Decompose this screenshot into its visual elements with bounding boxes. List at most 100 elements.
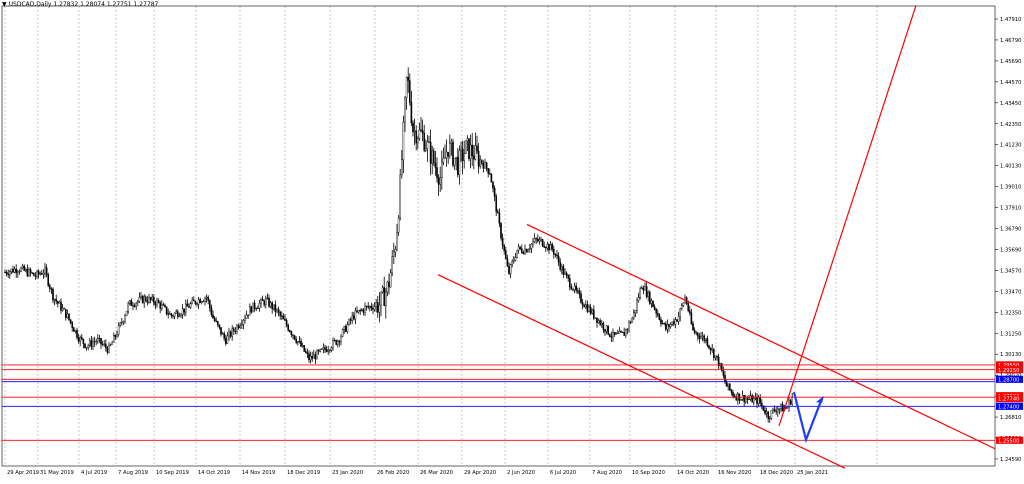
candle-body (511, 261, 514, 265)
candle-body (215, 320, 218, 322)
candle-body (394, 249, 397, 253)
candle-body (216, 321, 219, 325)
candle-body (90, 340, 93, 347)
candle-body (7, 273, 9, 276)
candle-body (650, 300, 653, 304)
candle-body (689, 310, 691, 314)
candle-body (777, 409, 779, 413)
candle-body (168, 313, 171, 315)
candle-body (473, 155, 475, 160)
candle-body (713, 348, 715, 358)
candle-body (180, 314, 182, 317)
candle-body (87, 345, 89, 348)
candle-body (410, 102, 413, 124)
candle-body (29, 269, 32, 273)
candle-body (551, 244, 553, 250)
candle-body (501, 237, 504, 246)
candle-body (572, 288, 574, 291)
price-tag (996, 402, 1023, 410)
candle-body (692, 323, 694, 331)
candle-body (732, 392, 734, 397)
candle-body (673, 321, 675, 325)
candle-body (668, 324, 670, 328)
candle-body (108, 345, 110, 353)
candle-body (170, 313, 173, 316)
candle-body (498, 212, 501, 224)
y-tick-label: 1.30130 (1000, 352, 1021, 358)
candle-body (405, 76, 408, 98)
candle-body (570, 286, 573, 290)
candle-body (527, 249, 529, 253)
candle-body (599, 320, 601, 325)
candle-body (591, 309, 593, 314)
candle-body (340, 336, 342, 343)
x-tick-label: 31 May 2019 (40, 470, 74, 476)
candle-body (428, 141, 430, 143)
candle-body (200, 301, 203, 303)
candle-body (761, 402, 763, 406)
candle-body (298, 340, 301, 342)
candle-body (199, 299, 202, 303)
dropdown-triangle-icon[interactable]: ▼ (2, 1, 7, 8)
candle-body (13, 268, 16, 273)
y-tick-label: 1.43450 (1000, 101, 1021, 107)
candle-body (764, 410, 766, 414)
candle-body (135, 302, 138, 307)
candle-body (269, 302, 272, 307)
candle-body (455, 156, 458, 159)
x-tick-label: 26 Mar 2020 (420, 470, 453, 476)
candle-body (25, 269, 27, 271)
candle-body (33, 272, 35, 276)
candle-body (55, 298, 57, 302)
candle-body (781, 404, 784, 412)
candle-body (266, 297, 269, 299)
candle-body (629, 322, 632, 324)
candle-body (239, 325, 242, 328)
candle-body (578, 291, 581, 294)
candle-body (545, 247, 547, 249)
y-tick-label: 1.46790 (1000, 38, 1021, 44)
candle-body (362, 309, 365, 313)
candle-body (146, 300, 149, 303)
candle-body (530, 243, 533, 249)
candle-body (176, 311, 179, 317)
candle-body (189, 303, 192, 308)
candle-body (588, 306, 590, 312)
candle-body (645, 286, 648, 298)
candle-body (345, 326, 347, 332)
candle-body (133, 305, 136, 307)
candle-body (577, 290, 579, 292)
candle-body (149, 297, 152, 300)
x-tick-label: 23 Jan 2020 (332, 470, 363, 476)
candle-body (655, 309, 657, 314)
candle-body (607, 325, 609, 335)
candle-body (565, 272, 568, 276)
candle-body (76, 330, 78, 338)
candle-body (620, 331, 622, 333)
candle-body (634, 310, 637, 314)
candle-body (143, 296, 146, 304)
candle-body (361, 309, 363, 311)
candle-body (367, 305, 370, 308)
candle-body (743, 395, 745, 403)
candle-body (468, 138, 470, 159)
candle-body (618, 331, 621, 334)
candle-body (724, 375, 726, 383)
candle-body (151, 296, 154, 300)
candle-body (533, 238, 536, 243)
x-tick-label: 14 Oct 2020 (677, 470, 709, 476)
price-tag (996, 366, 1023, 374)
candle-body (500, 223, 502, 239)
candle-body (445, 151, 448, 159)
candle-body (433, 150, 435, 164)
candle-body (649, 292, 651, 304)
candle-body (485, 162, 488, 169)
candle-body (509, 264, 512, 274)
candle-body (605, 325, 608, 332)
candle-body (615, 332, 617, 335)
candle-body (762, 405, 765, 411)
candle-body (426, 141, 429, 150)
candle-body (234, 330, 237, 332)
